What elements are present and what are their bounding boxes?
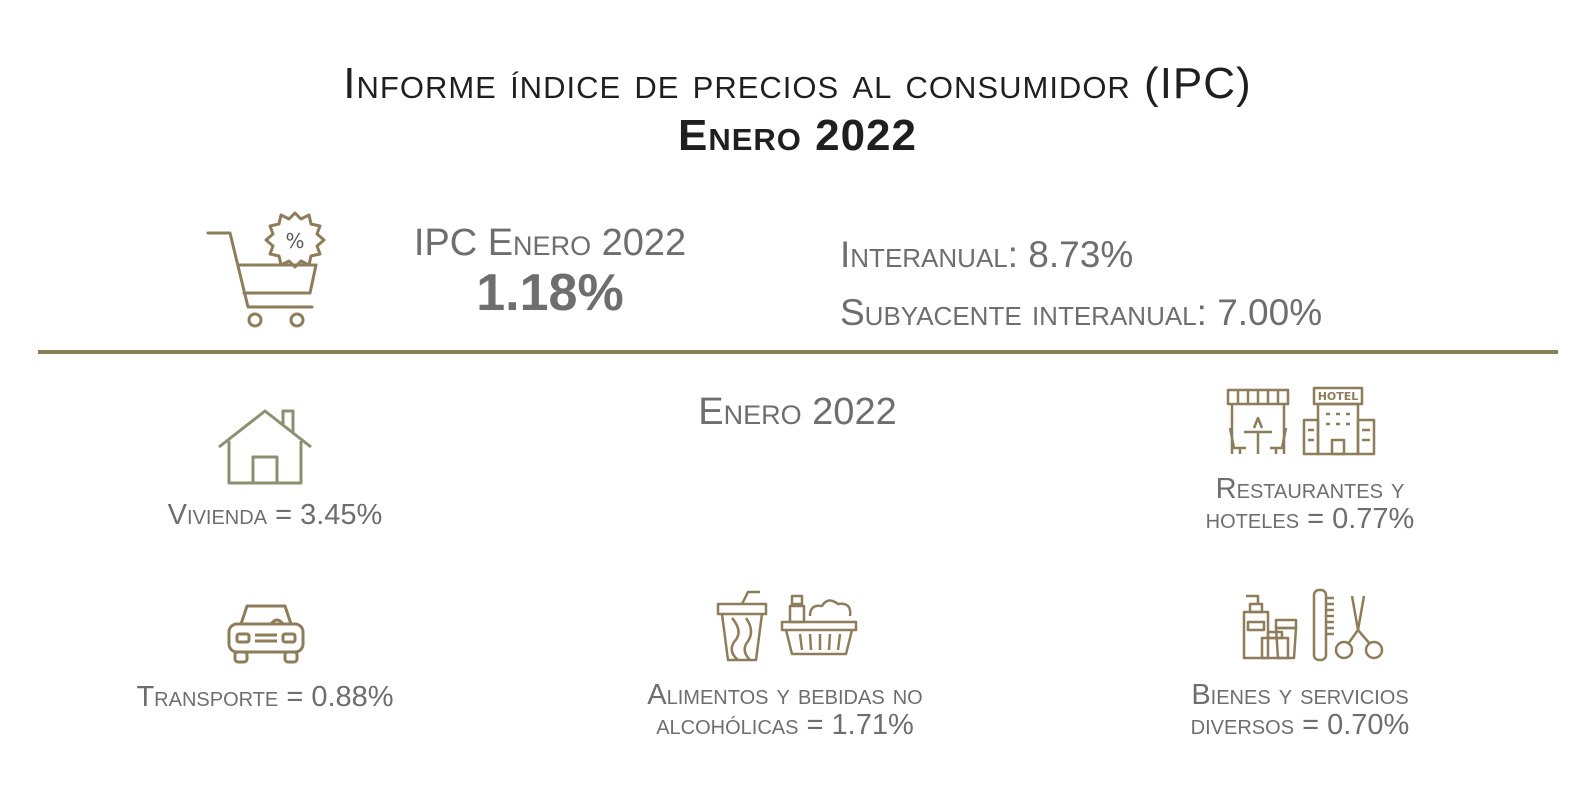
shopping-cart-percent-icon: % [206,211,326,328]
interanual-block: Interanual: 8.73% Subyacente interanual:… [840,226,1322,342]
drink-icon [716,590,768,662]
divider [38,350,1558,354]
bienes-line-1: Bienes y servicios [1191,679,1409,711]
ipc-summary: IPC Enero 2022 1.18% [380,222,720,322]
svg-text:%: % [285,229,304,253]
category-bienes: Bienes y servicios diversos = 0.70% [1140,680,1460,740]
page-title: Informe índice de precios al consumidor … [0,58,1595,162]
title-line-2: Enero 2022 [677,111,918,160]
category-alimentos: Alimentos y bebidas no alcohólicas = 1.7… [600,680,970,740]
category-vivienda: Vivienda = 3.45% [167,499,383,531]
ipc-label: IPC Enero 2022 [413,222,687,264]
restaurantes-line-2: hoteles = 0.77% [1205,503,1415,535]
hotel-icon: HOTEL [1302,386,1376,456]
interanual-text: Interanual: 8.73% [840,234,1134,275]
comb-scissors-icon [1312,588,1384,662]
alimentos-line-1: Alimentos y bebidas no [647,679,923,711]
car-icon [227,604,305,664]
subyacente-text: Subyacente interanual: 7.00% [840,292,1323,333]
category-restaurantes: Restaurantes y hoteles = 0.77% [1150,474,1470,534]
restaurant-icon [1226,388,1290,454]
bienes-line-2: diversos = 0.70% [1190,709,1410,741]
alimentos-line-2: alcohólicas = 1.71% [656,709,914,741]
category-transporte: Transporte = 0.88% [136,681,394,713]
hotel-sign: HOTEL [1318,390,1359,403]
ipc-value: 1.18% [476,264,624,322]
restaurantes-line-1: Restaurantes y [1215,473,1405,505]
house-icon [218,409,312,485]
section-title: Enero 2022 [698,391,897,433]
title-line-1: Informe índice de precios al consumidor … [343,59,1252,108]
cosmetics-icon [1242,594,1298,660]
basket-icon [780,594,858,656]
